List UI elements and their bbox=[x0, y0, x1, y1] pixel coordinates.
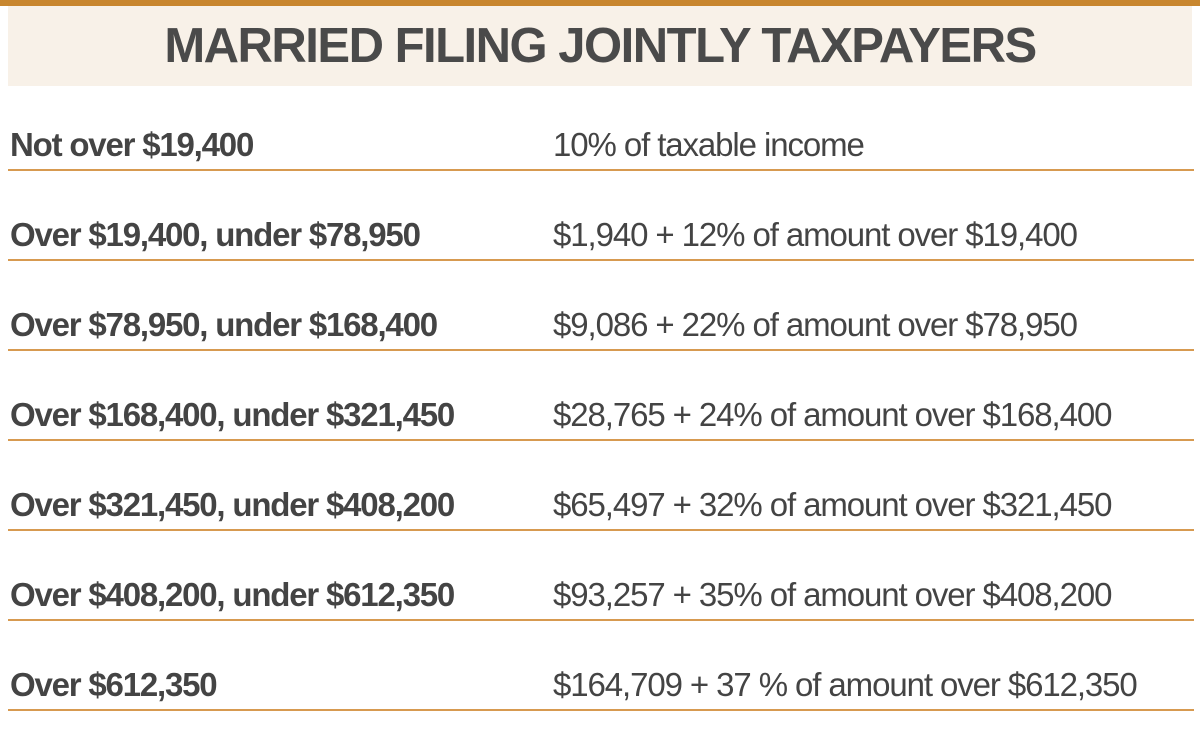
table-row: Over $19,400, under $78,950 $1,940 + 12%… bbox=[0, 190, 1200, 280]
bracket-range: Over $408,200, under $612,350 bbox=[10, 576, 455, 613]
bracket-range: Over $19,400, under $78,950 bbox=[10, 216, 421, 253]
row-divider bbox=[8, 259, 1194, 261]
bracket-range: Not over $19,400 bbox=[10, 126, 254, 163]
row-divider bbox=[8, 169, 1194, 171]
bracket-rate: $28,765 + 24% of amount over $168,400 bbox=[553, 396, 1112, 433]
bracket-range: Over $612,350 bbox=[10, 666, 218, 703]
table-row: Over $408,200, under $612,350 $93,257 + … bbox=[0, 550, 1200, 640]
bracket-range: Over $168,400, under $321,450 bbox=[10, 396, 455, 433]
bracket-rate: $9,086 + 22% of amount over $78,950 bbox=[553, 306, 1078, 343]
bracket-rate: $164,709 + 37 % of amount over $612,350 bbox=[553, 666, 1138, 703]
bracket-range: Over $78,950, under $168,400 bbox=[10, 306, 438, 343]
table-row: Over $168,400, under $321,450 $28,765 + … bbox=[0, 370, 1200, 460]
top-accent-rule bbox=[0, 0, 1200, 6]
tax-bracket-table: Not over $19,400 10% of taxable income O… bbox=[0, 100, 1200, 730]
table-row: Not over $19,400 10% of taxable income bbox=[0, 100, 1200, 190]
page-title: MARRIED FILING JOINTLY TAXPAYERS bbox=[164, 19, 1037, 73]
row-divider bbox=[8, 619, 1194, 621]
row-divider bbox=[8, 439, 1194, 441]
row-divider bbox=[8, 349, 1194, 351]
row-divider bbox=[8, 709, 1194, 711]
row-divider bbox=[8, 529, 1194, 531]
bracket-rate: $93,257 + 35% of amount over $408,200 bbox=[553, 576, 1112, 613]
bracket-range: Over $321,450, under $408,200 bbox=[10, 486, 455, 523]
bracket-rate: 10% of taxable income bbox=[553, 126, 865, 163]
table-row: Over $78,950, under $168,400 $9,086 + 22… bbox=[0, 280, 1200, 370]
table-row: Over $612,350 $164,709 + 37 % of amount … bbox=[0, 640, 1200, 730]
bracket-rate: $65,497 + 32% of amount over $321,450 bbox=[553, 486, 1112, 523]
title-band: MARRIED FILING JOINTLY TAXPAYERS bbox=[8, 6, 1192, 86]
table-row: Over $321,450, under $408,200 $65,497 + … bbox=[0, 460, 1200, 550]
bracket-rate: $1,940 + 12% of amount over $19,400 bbox=[553, 216, 1078, 253]
